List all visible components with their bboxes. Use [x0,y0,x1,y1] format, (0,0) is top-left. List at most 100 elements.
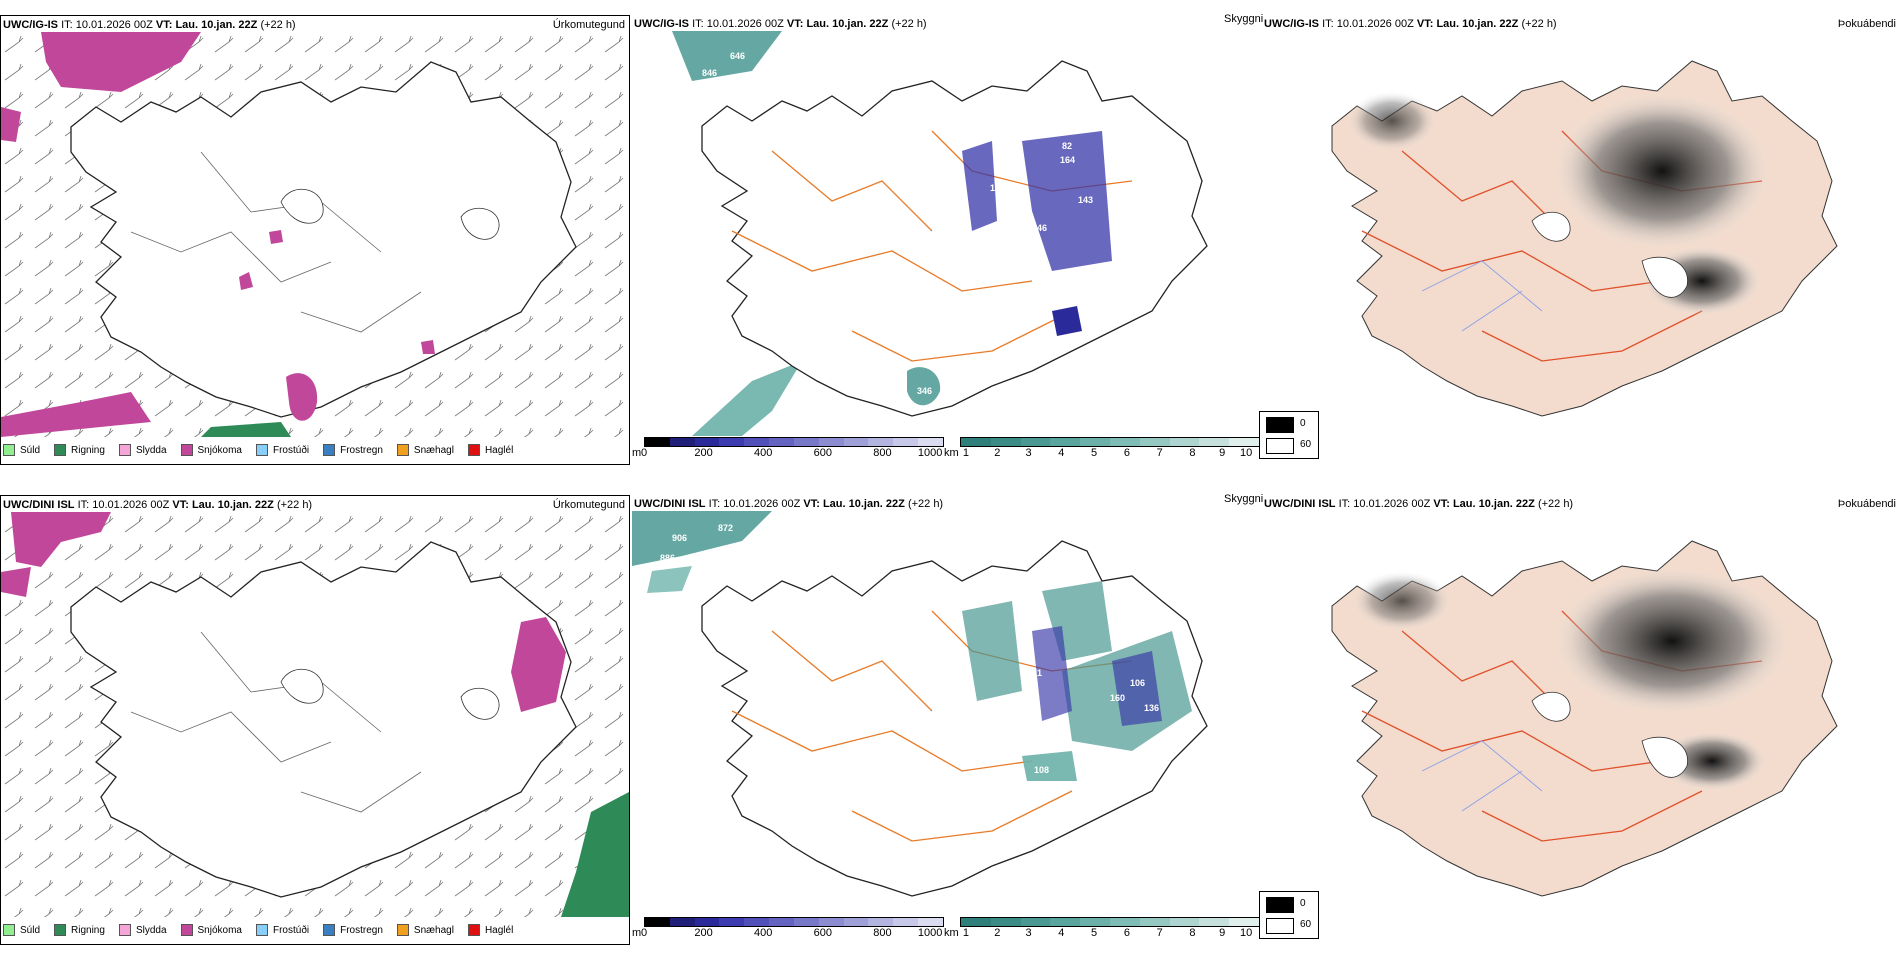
tick: 600 [813,927,832,939]
tick: 1 [962,927,970,939]
tick: 3 [1025,447,1032,459]
rain-area [201,422,291,437]
ceiling-colorbar [644,917,944,927]
it-value: 10.01.2026 00Z [706,18,784,30]
tick: 9 [1219,447,1226,459]
ceiling-colorbar [644,437,944,447]
tick: 400 [754,927,773,939]
roads [731,130,1133,362]
legend-hail: Haglél [467,444,513,456]
vt-label: VT: Lau. 10.jan. 22Z [1433,498,1535,510]
legend-label: Slydda [135,924,167,936]
swatch [396,924,409,936]
precip-legend: Súld Rigning Slydda Snjókoma Frostúði Fr… [3,918,524,942]
glaciers [280,668,500,720]
visibility-panel: UWC/IG-IS IT: 10.01.2026 00Z VT: Lau. 10… [632,13,1263,465]
legend-freezing-drizzle: Frostúði [255,924,310,936]
swatch [118,444,131,456]
roads [1361,130,1763,362]
tick: 6 [1123,447,1130,459]
panel-title: Þokuábendi [1837,18,1896,30]
ceiling-label: 136 [1144,703,1159,713]
tick: 0 [640,927,648,939]
visibility-unit: km [944,927,959,939]
fog-legend-label: 0 [1300,418,1306,429]
snow-area [1,567,31,597]
legend-label: Rigning [71,444,105,456]
legend-rain: Rigning [54,444,105,456]
fog-swatch-low [1266,438,1294,454]
roads [1361,610,1763,842]
tick: 4 [1058,447,1065,459]
it-label: IT: [1322,18,1334,30]
swatch [255,444,268,456]
tick: 200 [694,447,713,459]
ceiling-label: 143 [1078,195,1093,205]
tick: 1000 [917,447,943,459]
fog-legend-label: 60 [1300,919,1312,930]
legend-label: Rigning [71,924,105,936]
tick: 600 [813,447,832,459]
swatch [54,444,67,456]
low-visibility-area [1022,751,1077,781]
fog-panel: UWC/IG-IS IT: 10.01.2026 00Z VT: Lau. 10… [1259,15,1900,465]
it-value: 10.01.2026 00Z [75,19,153,31]
precip-map [1,32,629,437]
legend-snow: Snjókoma [180,444,242,456]
legend-freezing-rain: Frostregn [323,444,383,456]
snow-area [511,617,566,712]
swatch [54,924,67,936]
swatch [323,924,336,936]
legend-label: Snæhagl [413,924,454,936]
swatch [118,924,131,936]
snow-area [41,32,201,92]
ceiling-label: 106 [1130,678,1145,688]
visibility-colorbar [960,917,1260,927]
rain-area [561,792,629,917]
legend-sleet: Slydda [118,924,167,936]
it-value: 10.01.2026 00Z [92,499,170,511]
panel-header: UWC/DINI ISL IT: 10.01.2026 00Z VT: Lau.… [1264,498,1573,510]
legend-label: Snæhagl [413,444,454,456]
fog-map [1331,60,1838,417]
tick: 10 [1239,927,1253,939]
low-visibility-area [907,367,941,406]
legend-drizzle: Súld [3,924,40,936]
ceiling-labels: 906 872 886 71 106 108 160 136 [660,523,1159,775]
tick: 800 [873,927,892,939]
low-visibility-area [647,566,692,593]
legend-label: Frostúði [272,924,310,936]
it-value: 10.01.2026 00Z [1353,498,1431,510]
legend-snow-pellets: Snæhagl [396,444,454,456]
lead-time: (+22 h) [891,18,927,30]
lead-time: (+22 h) [907,498,944,510]
panel-header: UWC/IG-IS IT: 10.01.2026 00Z VT: Lau. 10… [1264,18,1557,30]
ceiling-label: 164 [1060,155,1075,165]
glaciers [1531,212,1688,298]
legend-label: Frostúði [272,444,310,456]
precip-type-panel: UWC/DINI ISL IT: 10.01.2026 00Z VT: Lau.… [0,495,630,945]
panel-header: UWC/DINI ISL IT: 10.01.2026 00Z VT: Lau.… [634,498,943,510]
legend-rain: Rigning [54,924,105,936]
fog-legend: 0 60 [1259,891,1319,939]
glaciers [1531,692,1688,778]
legend-label: Frostregn [340,924,383,936]
vt-label: VT: Lau. 10.jan. 22Z [803,498,905,510]
tick: 400 [754,447,773,459]
ceiling-label: 160 [1110,693,1125,703]
model-name: UWC/IG-IS [3,19,58,31]
snow-area [1,107,21,142]
fog-swatch-high [1266,417,1294,433]
legend-freezing-rain: Frostregn [323,924,383,936]
fog-area [1552,91,1772,251]
legend-freezing-drizzle: Frostúði [255,444,310,456]
legend-snow-pellets: Snæhagl [396,924,454,936]
ceiling-label: 21 [1002,195,1012,205]
legend-label: Súld [20,444,41,456]
panel-title: Úrkomutegund [552,499,625,511]
swatch [396,444,409,456]
swatch [255,924,268,936]
it-label: IT: [708,498,721,510]
legend-snow: Snjókoma [180,924,242,936]
legend-label: Slydda [135,444,167,456]
